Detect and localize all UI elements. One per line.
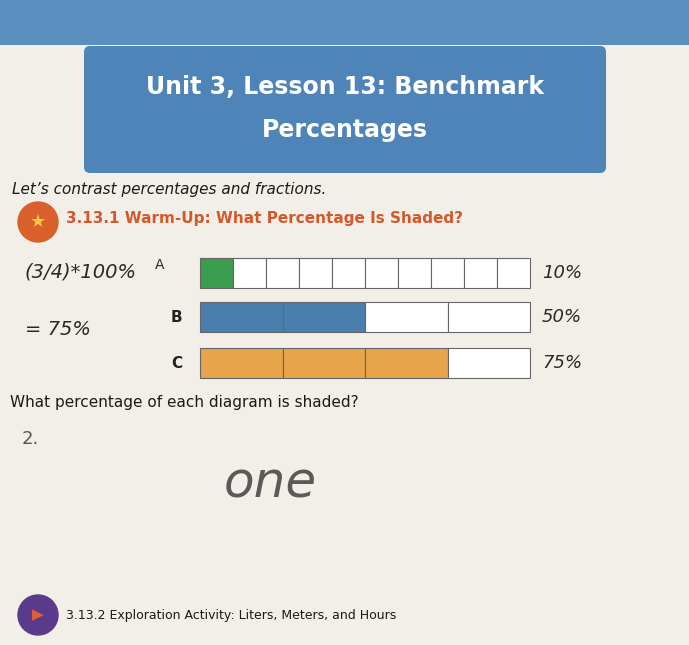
Bar bbox=[282, 302, 365, 332]
Bar bbox=[200, 258, 233, 288]
Bar bbox=[200, 348, 282, 378]
Text: Let’s contrast percentages and fractions.: Let’s contrast percentages and fractions… bbox=[12, 182, 327, 197]
Text: = 75%: = 75% bbox=[25, 320, 91, 339]
Text: (3/4)*100%: (3/4)*100% bbox=[25, 262, 137, 281]
Text: 2.: 2. bbox=[22, 430, 39, 448]
Bar bbox=[282, 348, 365, 378]
Text: ▶: ▶ bbox=[32, 608, 44, 622]
Text: B: B bbox=[170, 310, 182, 324]
Text: What percentage of each diagram is shaded?: What percentage of each diagram is shade… bbox=[10, 395, 359, 410]
Text: 75%: 75% bbox=[542, 354, 582, 372]
Bar bbox=[497, 258, 530, 288]
Bar bbox=[200, 302, 282, 332]
Bar bbox=[365, 258, 398, 288]
Bar bbox=[447, 302, 530, 332]
Bar bbox=[365, 348, 447, 378]
Bar bbox=[0, 0, 689, 45]
Bar bbox=[266, 258, 299, 288]
Text: ★: ★ bbox=[30, 213, 46, 231]
Bar bbox=[299, 258, 332, 288]
Text: 3.13.2 Exploration Activity: Liters, Meters, and Hours: 3.13.2 Exploration Activity: Liters, Met… bbox=[66, 608, 396, 622]
Bar bbox=[464, 258, 497, 288]
Text: 50%: 50% bbox=[542, 308, 582, 326]
Text: 3.13.1 Warm-Up: What Percentage Is Shaded?: 3.13.1 Warm-Up: What Percentage Is Shade… bbox=[66, 210, 463, 226]
Text: C: C bbox=[171, 355, 182, 370]
Text: 10%: 10% bbox=[542, 264, 582, 282]
Bar bbox=[332, 258, 365, 288]
Text: one: one bbox=[223, 460, 316, 508]
Bar bbox=[447, 348, 530, 378]
Text: Percentages: Percentages bbox=[262, 118, 428, 142]
Bar bbox=[398, 258, 431, 288]
Circle shape bbox=[18, 202, 58, 242]
Bar bbox=[365, 302, 447, 332]
Bar bbox=[233, 258, 266, 288]
Text: Unit 3, Lesson 13: Benchmark: Unit 3, Lesson 13: Benchmark bbox=[146, 75, 544, 99]
Circle shape bbox=[18, 595, 58, 635]
Bar bbox=[431, 258, 464, 288]
FancyBboxPatch shape bbox=[84, 46, 606, 173]
Text: A: A bbox=[155, 258, 165, 272]
